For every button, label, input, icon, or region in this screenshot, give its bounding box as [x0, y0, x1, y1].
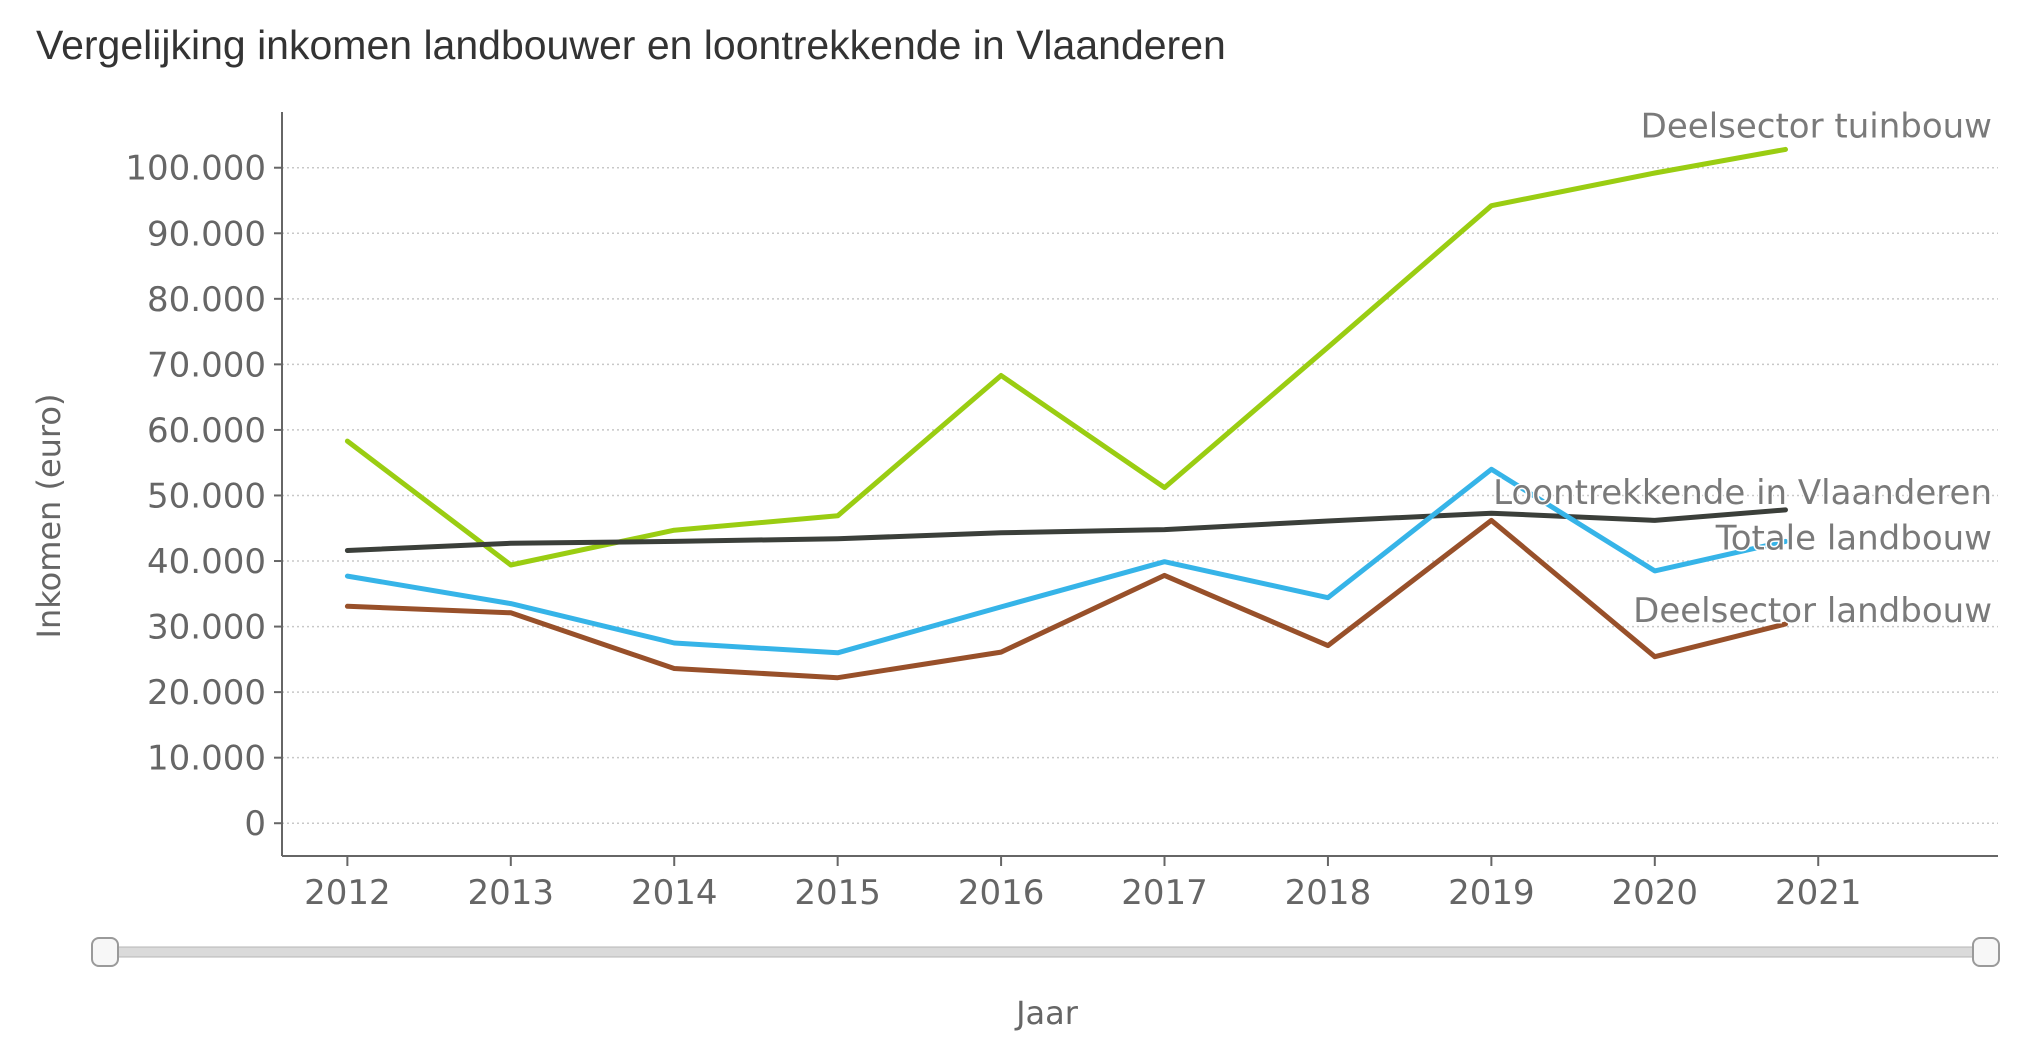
- series-labels: Deelsector tuinbouw Loontrekkende in Vlaa…: [1492, 105, 1994, 633]
- x-tick-label: 2017: [1121, 873, 1208, 913]
- x-tick-label: 2013: [468, 873, 555, 913]
- y-tick-label: 80.000: [147, 280, 266, 320]
- y-tick-label: 100.000: [125, 149, 266, 189]
- slider-track[interactable]: [95, 946, 1990, 958]
- x-tick-label: 2016: [958, 873, 1045, 913]
- axes: [281, 112, 1998, 857]
- series-line-totale-landbouw: [344, 466, 1788, 656]
- x-tick-label: 2020: [1612, 873, 1699, 913]
- x-axis-title: Jaar: [1014, 994, 1079, 1032]
- y-tick-label: 30.000: [147, 608, 266, 648]
- series-line-deelsector-landbouw: [344, 517, 1788, 681]
- y-tick-label: 50.000: [147, 476, 266, 516]
- range-slider[interactable]: [91, 937, 2000, 967]
- tick-labels: 0 10.000 20.000 30.000 40.000 50.000 60.000 70.…: [125, 149, 1861, 913]
- y-tick-label: 90.000: [147, 214, 266, 254]
- series-label-deelsector-tuinbouw: Deelsector tuinbouw: [1641, 106, 1992, 146]
- y-axis-title: Inkomen (euro): [30, 394, 68, 639]
- y-tick-label: 60.000: [147, 411, 266, 451]
- slider-handle-left[interactable]: [91, 937, 119, 967]
- series-lines: [344, 146, 1788, 681]
- x-tick-label: 2012: [304, 873, 391, 913]
- x-tick-label: 2021: [1775, 873, 1862, 913]
- series-line-loontrekkende-in-vlaanderen: [344, 507, 1788, 553]
- y-tick-label: 40.000: [147, 542, 266, 582]
- y-tick-label: 0: [244, 804, 266, 844]
- chart-title: Vergelijking inkomen landbouwer en loont…: [36, 22, 1226, 68]
- series-label-deelsector-landbouw: Deelsector landbouw: [1633, 591, 1992, 631]
- y-tick-label: 20.000: [147, 673, 266, 713]
- x-tick-label: 2019: [1448, 873, 1535, 913]
- gridlines: [282, 166, 1998, 824]
- series-line-deelsector-tuinbouw: [344, 146, 1788, 568]
- x-tick-label: 2015: [794, 873, 881, 913]
- slider-handle-right[interactable]: [1972, 937, 2000, 967]
- series-label-loontrekkende-in-vlaanderen: Loontrekkende in Vlaanderen: [1493, 473, 1992, 513]
- x-tick-label: 2018: [1285, 873, 1372, 913]
- series-label-totale-landbouw: Totale landbouw: [1715, 518, 1992, 558]
- x-tick-label: 2014: [631, 873, 718, 913]
- y-tick-label: 70.000: [147, 345, 266, 385]
- y-tick-label: 10.000: [147, 739, 266, 779]
